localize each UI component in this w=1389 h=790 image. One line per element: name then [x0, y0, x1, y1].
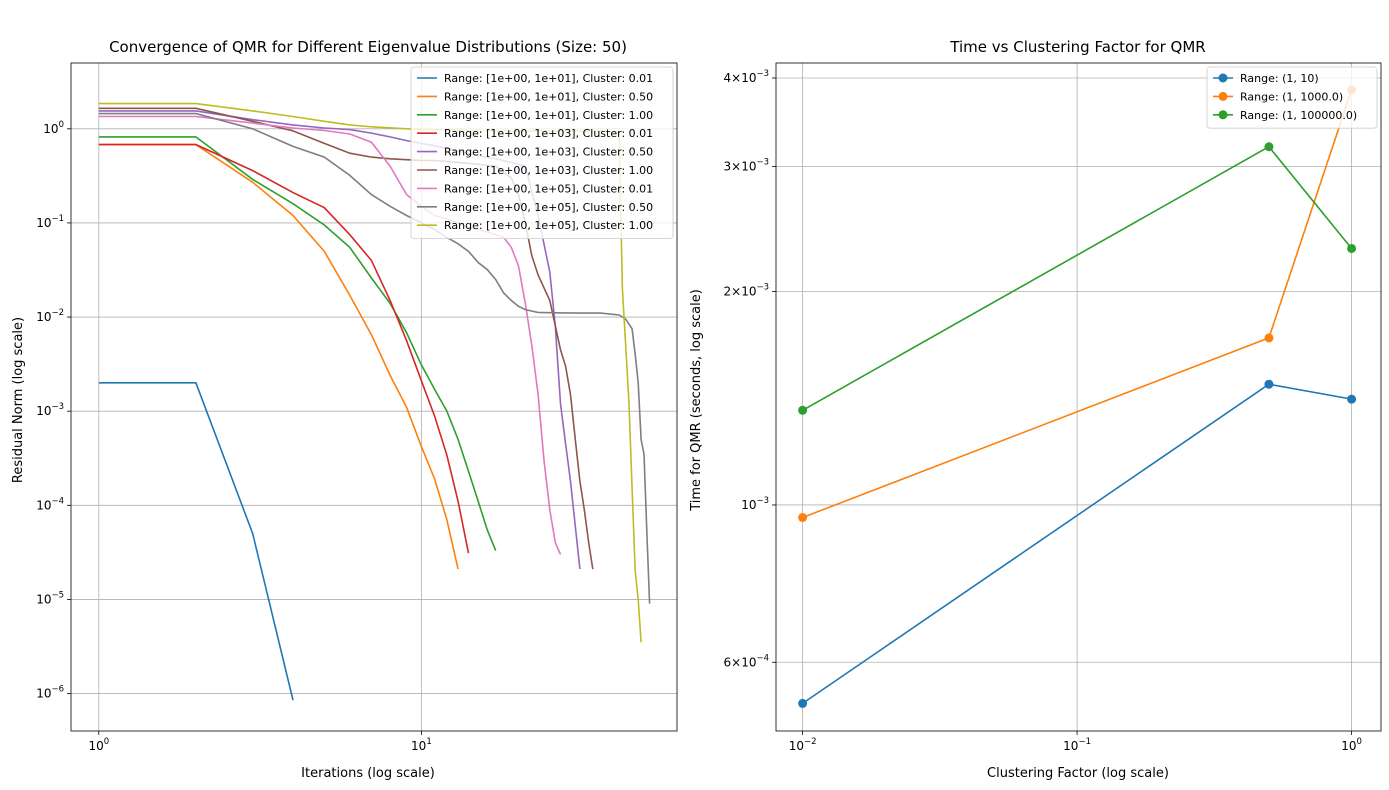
- convergence-y-tick-label: 10−3: [36, 402, 64, 418]
- convergence-x-tick-label: 100: [88, 737, 109, 753]
- time-chart-xlabel: Clustering Factor (log scale): [987, 766, 1169, 781]
- time-legend-entry: Range: (1, 10): [1240, 72, 1319, 85]
- convergence-legend-entry: Range: [1e+00, 1e+01], Cluster: 0.50: [444, 90, 653, 103]
- convergence-chart: Convergence of QMR for Different Eigenva…: [11, 38, 678, 781]
- convergence-legend-entry: Range: [1e+00, 1e+03], Cluster: 1.00: [444, 164, 653, 177]
- convergence-y-tick-label: 10−1: [36, 214, 64, 230]
- time-y-tick-label: 10−3: [741, 496, 769, 512]
- convergence-series-line-2: [98, 136, 497, 551]
- convergence-y-tick-label: 10−4: [36, 496, 64, 512]
- convergence-legend-entry: Range: [1e+00, 1e+03], Cluster: 0.50: [444, 146, 653, 159]
- convergence-y-tick-label: 100: [43, 120, 64, 136]
- time-data-point: [798, 698, 808, 708]
- time-data-point: [1264, 379, 1274, 389]
- convergence-legend-entry: Range: [1e+00, 1e+05], Cluster: 0.01: [444, 182, 653, 195]
- time-legend-entry: Range: (1, 100000.0): [1240, 109, 1357, 122]
- convergence-chart-xlabel: Iterations (log scale): [301, 766, 435, 781]
- time-y-tick-label: 6×10−4: [724, 653, 770, 669]
- convergence-y-tick-label: 10−6: [36, 685, 64, 701]
- time-chart: Time vs Clustering Factor for QMR Cluste…: [689, 38, 1382, 781]
- time-y-tick-label: 2×10−3: [724, 282, 770, 298]
- time-data-point: [1347, 243, 1357, 253]
- convergence-legend-entry: Range: [1e+00, 1e+05], Cluster: 0.50: [444, 201, 653, 214]
- convergence-chart-ylabel: Residual Norm (log scale): [11, 317, 26, 483]
- time-x-tick-label: 100: [1341, 737, 1362, 753]
- time-legend: Range: (1, 10) Range: (1, 1000.0) Range: (…: [1206, 66, 1378, 129]
- time-x-tick-label: 10−2: [789, 737, 817, 753]
- convergence-chart-title: Convergence of QMR for Different Eigenva…: [109, 38, 627, 56]
- time-x-tick-label: 10−1: [1063, 737, 1091, 753]
- time-data-point: [798, 405, 808, 415]
- convergence-legend-entry: Range: [1e+00, 1e+05], Cluster: 1.00: [444, 219, 653, 232]
- time-y-tick-label: 3×10−3: [724, 158, 770, 174]
- convergence-legend-entry: Range: [1e+00, 1e+01], Cluster: 1.00: [444, 109, 653, 122]
- time-y-tick-label: 4×10−3: [724, 69, 770, 85]
- time-data-point: [1264, 142, 1274, 152]
- convergence-y-tick-label: 10−2: [36, 308, 64, 324]
- time-data-point: [798, 513, 808, 523]
- time-data-point: [1264, 333, 1274, 343]
- time-chart-ylabel: Time for QMR (seconds, log scale): [689, 289, 704, 512]
- convergence-y-tick-label: 10−5: [36, 590, 64, 606]
- time-grid: [776, 63, 1381, 731]
- time-plot-frame: [775, 62, 1382, 732]
- convergence-plot-frame: [70, 62, 678, 732]
- convergence-series-line-7: [98, 112, 651, 604]
- time-data-point: [1347, 394, 1357, 404]
- convergence-x-tick-label: 101: [411, 737, 432, 753]
- convergence-series-line-3: [98, 143, 470, 554]
- time-legend-entry: Range: (1, 1000.0): [1240, 90, 1343, 103]
- convergence-legend-entry: Range: [1e+00, 1e+01], Cluster: 0.01: [444, 72, 653, 85]
- convergence-series-line-0: [98, 381, 294, 701]
- convergence-legend: Range: [1e+00, 1e+01], Cluster: 0.01 Rang…: [410, 66, 674, 240]
- time-chart-title: Time vs Clustering Factor for QMR: [949, 38, 1205, 56]
- convergence-legend-entry: Range: [1e+00, 1e+03], Cluster: 0.01: [444, 127, 653, 140]
- convergence-series-line-1: [98, 143, 459, 570]
